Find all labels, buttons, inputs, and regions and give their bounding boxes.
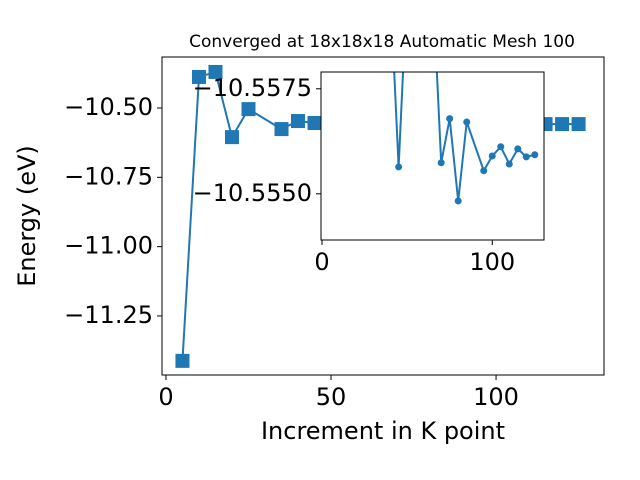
- marker: [446, 115, 454, 123]
- chart-title: Converged at 18x18x18 Automatic Mesh 100: [189, 32, 575, 52]
- marker: [522, 153, 530, 161]
- marker: [480, 167, 488, 175]
- marker: [531, 151, 539, 159]
- marker: [454, 197, 462, 205]
- x-axis-label: Increment in K point: [261, 417, 505, 445]
- y-tick-label: −10.50: [64, 93, 153, 121]
- marker: [291, 114, 305, 129]
- marker: [241, 102, 256, 117]
- y-tick-label: −10.5575: [193, 74, 312, 102]
- y-tick-label: −10.75: [64, 162, 153, 190]
- y-axis-label: Energy (eV): [13, 145, 41, 287]
- marker: [497, 143, 505, 151]
- x-tick-label: 100: [473, 383, 519, 411]
- y-tick-label: −10.5550: [193, 179, 312, 207]
- y-tick-label: −11.25: [64, 301, 153, 329]
- plot-background: [321, 72, 544, 240]
- marker: [463, 118, 471, 126]
- marker: [307, 115, 322, 130]
- marker: [505, 160, 513, 168]
- marker: [208, 64, 223, 79]
- plot-area: [393, 72, 539, 205]
- marker: [224, 130, 239, 145]
- plot-frame: [161, 56, 605, 376]
- marker: [395, 163, 403, 171]
- x-tick-label: 0: [314, 248, 329, 276]
- marker: [437, 159, 445, 167]
- marker: [555, 117, 570, 132]
- marker: [514, 145, 522, 153]
- marker: [488, 152, 496, 160]
- x-tick-label: 100: [469, 248, 515, 276]
- marker: [274, 122, 289, 137]
- x-tick-label: 0: [158, 383, 173, 411]
- y-tick-label: −11.00: [64, 232, 153, 260]
- plot-frame: [320, 71, 545, 241]
- x-tick-label: 50: [316, 383, 347, 411]
- marker: [175, 353, 190, 368]
- marker: [571, 117, 586, 132]
- marker: [191, 69, 206, 84]
